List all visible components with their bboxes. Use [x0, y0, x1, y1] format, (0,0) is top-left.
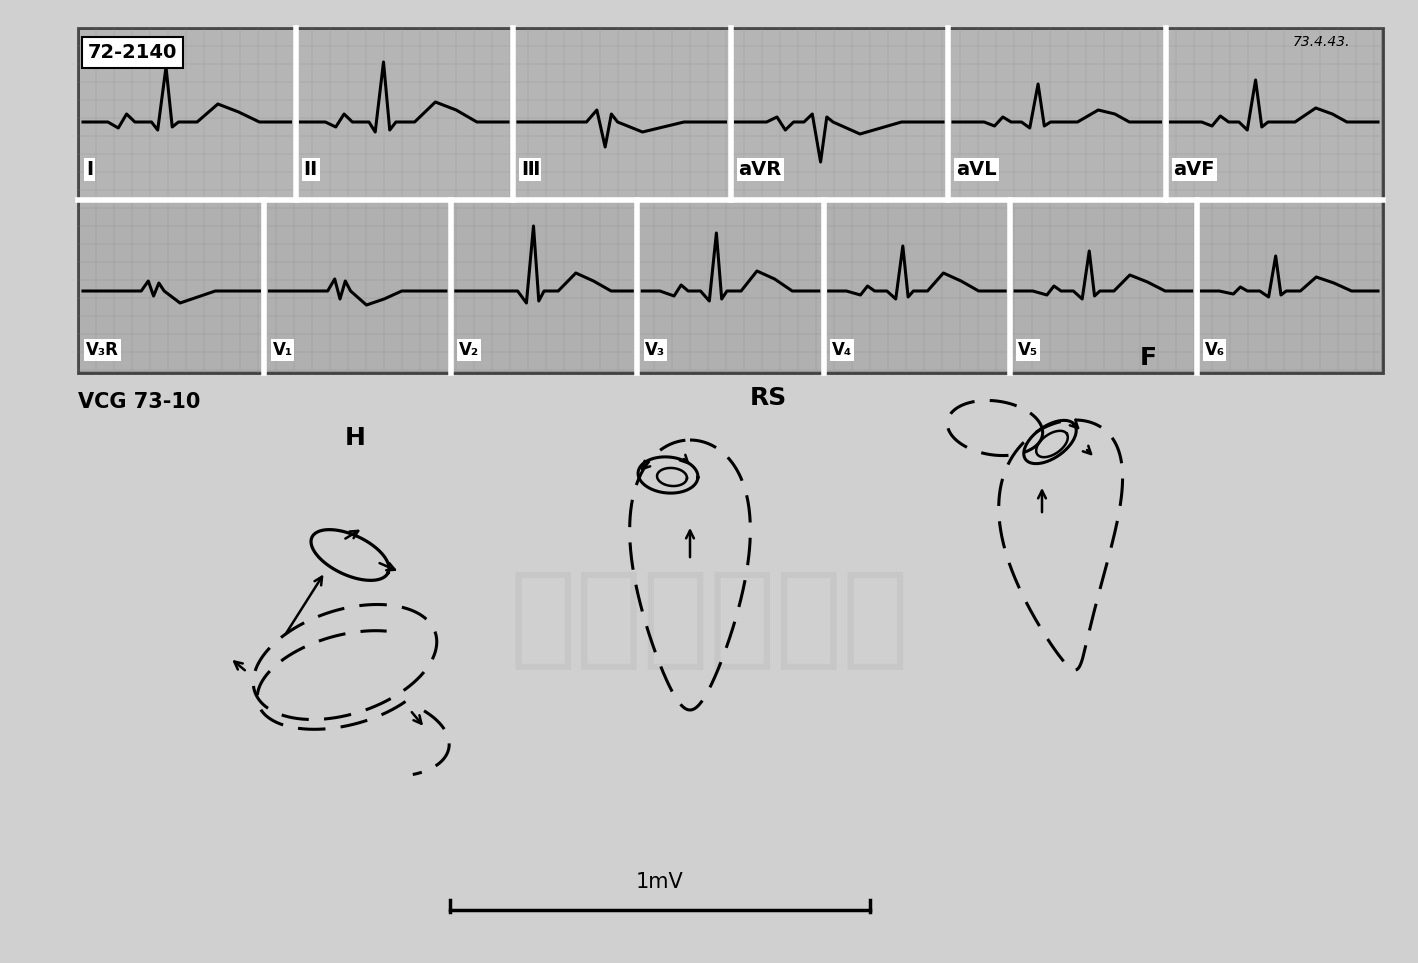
Text: Ⅲ: Ⅲ [520, 160, 539, 179]
Text: 人卫临床助手: 人卫临床助手 [509, 566, 909, 673]
Text: 1mV: 1mV [637, 872, 683, 892]
Text: 73.4.43.: 73.4.43. [1293, 35, 1350, 49]
Text: 72-2140: 72-2140 [88, 43, 177, 62]
Text: II: II [303, 160, 318, 179]
Text: I: I [86, 160, 94, 179]
Text: V₄: V₄ [832, 341, 852, 359]
Text: V₃R: V₃R [86, 341, 119, 359]
Text: aVF: aVF [1174, 160, 1215, 179]
Text: H: H [345, 426, 366, 450]
Text: V₆: V₆ [1204, 341, 1225, 359]
Text: V₁: V₁ [272, 341, 292, 359]
Bar [79, 30, 1381, 200]
Text: aVR: aVR [739, 160, 781, 179]
Text: V₅: V₅ [1018, 341, 1038, 359]
Text: aVL: aVL [956, 160, 997, 179]
Text: V₃: V₃ [645, 341, 665, 359]
Text: RS: RS [750, 386, 787, 410]
Text: VCG 73-10: VCG 73-10 [78, 392, 200, 412]
Bar [79, 200, 1381, 371]
Text: V₂: V₂ [459, 341, 479, 359]
Text: F: F [1140, 346, 1157, 370]
Bar [78, 28, 1383, 373]
